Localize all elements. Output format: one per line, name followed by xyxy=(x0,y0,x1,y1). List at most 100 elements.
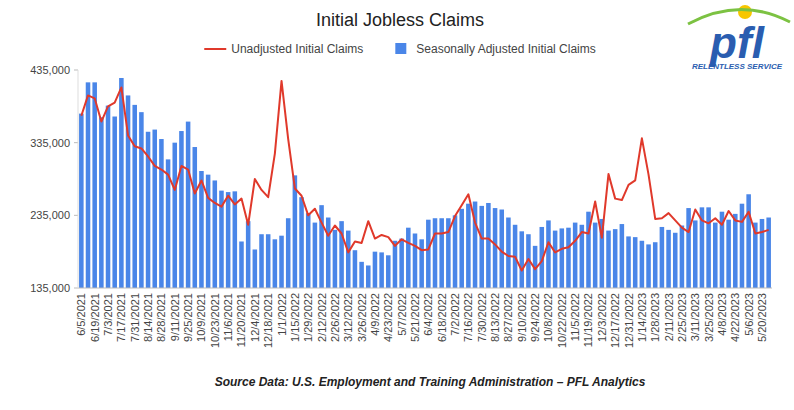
bar xyxy=(453,215,458,288)
bar xyxy=(633,237,638,288)
bar xyxy=(660,227,665,288)
bar xyxy=(86,82,91,288)
x-tick-label: 8/28/2021 xyxy=(155,293,167,342)
bar xyxy=(413,234,418,289)
logo-tagline: RELENTLESS SERVICE xyxy=(692,62,783,71)
bar xyxy=(226,192,231,288)
source: Source Data: U.S. Employment and Trainin… xyxy=(215,375,646,389)
x-tick-label: 11/6/2021 xyxy=(222,293,234,341)
bar xyxy=(399,239,404,288)
bar xyxy=(279,236,284,288)
x-tick-label: 12/17/2022 xyxy=(609,293,621,348)
bar xyxy=(593,223,598,288)
bar xyxy=(606,231,611,288)
x-tick-label: 10/8/2022 xyxy=(542,293,554,342)
bar xyxy=(766,218,771,288)
x-tick-label: 11/5/2022 xyxy=(569,293,581,341)
bar xyxy=(566,228,571,288)
bar xyxy=(253,249,258,288)
bar xyxy=(426,220,431,288)
y-tick-label: 135,000 xyxy=(30,282,70,294)
bar xyxy=(713,223,718,288)
x-tick-label: 2/11/2023 xyxy=(663,293,675,341)
bar xyxy=(746,194,751,288)
bar xyxy=(626,236,631,288)
bar xyxy=(459,209,464,288)
title: Initial Jobless Claims xyxy=(316,10,484,30)
bar xyxy=(139,112,144,288)
bar xyxy=(333,230,338,288)
x-tick-label: 3/26/2022 xyxy=(356,293,368,342)
logo-text: pfl xyxy=(709,18,765,67)
bar xyxy=(406,228,411,288)
bar xyxy=(366,265,371,288)
bar xyxy=(560,228,565,288)
y-tick xyxy=(74,70,78,71)
bar xyxy=(733,214,738,288)
bar xyxy=(186,122,191,288)
bar xyxy=(266,234,271,288)
bar xyxy=(179,131,184,288)
x-tick-label: 10/22/2022 xyxy=(556,293,568,348)
bar xyxy=(646,244,651,288)
x-tick-label: 9/25/2021 xyxy=(182,293,194,342)
legend-swatch xyxy=(395,43,406,54)
bar xyxy=(239,241,244,288)
x-tick-label: 5/21/2022 xyxy=(409,293,421,342)
bar xyxy=(693,220,698,288)
bar xyxy=(433,218,438,288)
bar xyxy=(233,191,238,288)
legend-item: Unadjusted Initial Claims xyxy=(204,42,363,56)
x-tick-label: 5/6/2023 xyxy=(743,293,755,336)
bar xyxy=(439,218,444,288)
chart: Initial Jobless Claims135,000235,000335,… xyxy=(0,0,794,410)
y-tick xyxy=(74,288,78,289)
x-tick-label: 11/20/2021 xyxy=(235,293,247,347)
bar xyxy=(193,147,198,288)
bar xyxy=(132,105,137,288)
bar xyxy=(293,175,298,288)
x-tick-label: 9/11/2021 xyxy=(169,293,181,341)
plot-area xyxy=(79,78,771,288)
bar xyxy=(359,262,364,288)
y-tick xyxy=(74,215,78,216)
x-tick-label: 2/12/2022 xyxy=(316,293,328,342)
x-tick-label: 12/18/2021 xyxy=(262,293,274,348)
x-tick-label: 2/25/2023 xyxy=(676,293,688,342)
x-tick-label: 12/31/2022 xyxy=(623,293,635,348)
bar xyxy=(760,219,765,288)
bar xyxy=(92,82,97,288)
x-tick-label: 4/9/2022 xyxy=(369,293,381,336)
x-tick-label: 5/7/2022 xyxy=(396,293,408,336)
bar xyxy=(119,78,124,288)
bar xyxy=(673,233,678,288)
y-axis xyxy=(78,70,79,288)
x-tick-label: 1/15/2022 xyxy=(289,293,301,342)
bar xyxy=(686,208,691,288)
background xyxy=(0,0,794,410)
legend-swatch xyxy=(204,48,226,50)
bar xyxy=(479,206,484,288)
bar xyxy=(306,213,311,288)
y-tick-label: 435,000 xyxy=(30,64,70,76)
bar xyxy=(246,221,251,288)
x-tick-label: 10/9/2021 xyxy=(195,293,207,342)
x-tick-label: 2/26/2022 xyxy=(329,293,341,342)
legend-label: Seasonally Adjusted Initial Claims xyxy=(416,42,595,56)
bar xyxy=(613,229,618,288)
bar xyxy=(486,203,491,288)
bar xyxy=(653,242,658,288)
x-tick-label: 8/14/2021 xyxy=(142,293,154,342)
bar xyxy=(172,143,177,288)
x-tick-label: 7/30/2022 xyxy=(476,293,488,342)
bar xyxy=(79,114,84,288)
bar xyxy=(519,231,524,288)
bar xyxy=(106,106,111,288)
bar xyxy=(726,220,731,288)
bar xyxy=(620,224,625,288)
bar xyxy=(640,241,645,288)
line xyxy=(81,81,768,271)
bar xyxy=(506,218,511,288)
bar xyxy=(546,220,551,288)
bar xyxy=(353,250,358,288)
